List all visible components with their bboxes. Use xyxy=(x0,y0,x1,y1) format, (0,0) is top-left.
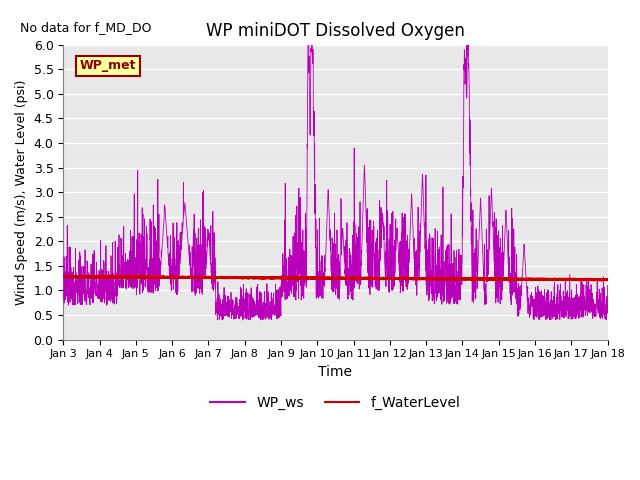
Legend: WP_ws, f_WaterLevel: WP_ws, f_WaterLevel xyxy=(205,390,466,415)
X-axis label: Time: Time xyxy=(319,365,353,379)
Title: WP miniDOT Dissolved Oxygen: WP miniDOT Dissolved Oxygen xyxy=(206,22,465,40)
Text: No data for f_MD_DO: No data for f_MD_DO xyxy=(20,21,151,34)
Y-axis label: Wind Speed (m/s), Water Level (psi): Wind Speed (m/s), Water Level (psi) xyxy=(15,79,28,305)
Text: WP_met: WP_met xyxy=(79,60,136,72)
